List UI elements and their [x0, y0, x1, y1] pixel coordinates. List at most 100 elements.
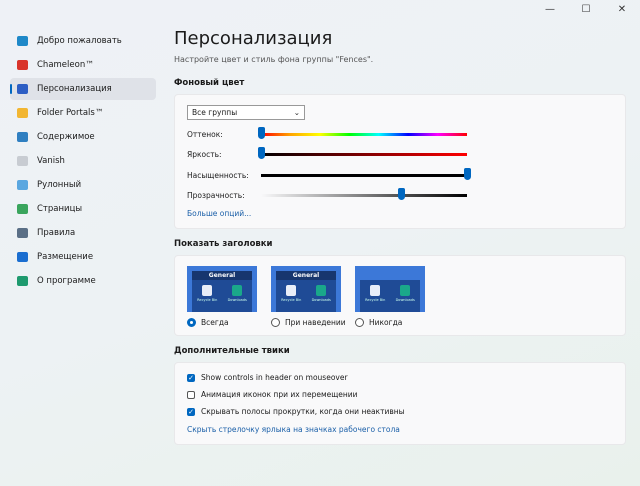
- slider-label: Насыщенность:: [187, 170, 249, 180]
- downloads-label: Downloads: [227, 298, 247, 302]
- header-radio[interactable]: Никогда: [355, 318, 439, 327]
- sidebar-item[interactable]: Содержимое: [10, 126, 156, 148]
- sidebar-item[interactable]: Персонализация: [10, 78, 156, 100]
- recycle-bin-icon: [370, 285, 380, 296]
- sidebar-item-label: Добро пожаловать: [37, 36, 122, 46]
- chevron-down-icon: ⌄: [293, 108, 300, 117]
- downloads-folder-icon: [316, 285, 326, 296]
- radio-label: При наведении: [285, 318, 346, 327]
- radio-label: Всегда: [201, 318, 229, 327]
- rollup-icon: [17, 180, 28, 190]
- sidebar-item[interactable]: О программе: [10, 270, 156, 292]
- content-icon: [17, 132, 28, 142]
- header-preview[interactable]: Recycle Bin Downloads: [355, 266, 425, 312]
- downloads-folder-icon: [232, 285, 242, 296]
- more-options-link[interactable]: Больше опций...: [187, 209, 252, 218]
- page-subtitle: Настройте цвет и стиль фона группы "Fenc…: [174, 55, 374, 64]
- user-icon: [17, 276, 28, 286]
- personalize-icon: [17, 84, 28, 94]
- filter-icon: [17, 228, 28, 238]
- slider-track[interactable]: [261, 167, 471, 180]
- downloads-label: Downloads: [395, 298, 415, 302]
- downloads-label: Downloads: [311, 298, 331, 302]
- sidebar-item-label: О программе: [37, 276, 96, 286]
- tweak-checkbox[interactable]: ✓ Скрывать полосы прокрутки, когда они не…: [187, 403, 613, 420]
- group-select[interactable]: Все группы ⌄: [187, 105, 305, 120]
- sidebar-item-label: Страницы: [37, 204, 83, 214]
- slider-thumb[interactable]: [258, 126, 265, 139]
- slider-row: Прозрачность:: [187, 186, 613, 207]
- slider-track[interactable]: [261, 188, 467, 201]
- slider-thumb[interactable]: [258, 147, 265, 160]
- placement-icon: [17, 252, 28, 262]
- slider-thumb[interactable]: [398, 188, 406, 201]
- slider-row: Яркость:: [187, 145, 613, 166]
- radio-icon: [271, 318, 280, 327]
- recycle-label: Recycle Bin: [365, 298, 386, 302]
- downloads-folder-icon: [400, 285, 410, 296]
- checkbox-icon: ✓: [187, 373, 195, 382]
- radio-label: Никогда: [369, 318, 403, 327]
- minimize-button[interactable]: —: [545, 3, 555, 15]
- sidebar-item-label: Vanish: [37, 156, 65, 166]
- radio-icon: [187, 318, 196, 327]
- recycle-bin-icon: [202, 285, 212, 296]
- sidebar-item-label: Персонализация: [37, 84, 112, 94]
- section-heading-bg: Фоновый цвет: [174, 78, 245, 88]
- recycle-bin-icon: [286, 285, 296, 296]
- window-controls: — ☐ ✕: [532, 0, 640, 18]
- slider-track[interactable]: [258, 147, 467, 160]
- sidebar-item[interactable]: Правила: [10, 222, 156, 244]
- sidebar-item[interactable]: Vanish: [10, 150, 156, 172]
- bg-color-card: Все группы ⌄ Оттенок: Яркость: Насыщенность…: [174, 94, 626, 229]
- sidebar-item-label: Содержимое: [37, 132, 95, 142]
- section-heading-headers: Показать заголовки: [174, 239, 273, 249]
- sidebar-item[interactable]: Добро пожаловать: [10, 30, 156, 52]
- close-button[interactable]: ✕: [617, 3, 627, 15]
- header-preview[interactable]: General Recycle Bin Downloads: [271, 266, 341, 312]
- slider-row: Насыщенность:: [187, 165, 613, 186]
- sidebar-item[interactable]: Chameleon™: [10, 54, 156, 76]
- main-content: Персонализация Настройте цвет и стиль фо…: [174, 28, 626, 455]
- sidebar-item[interactable]: Рулонный: [10, 174, 156, 196]
- sidebar-item-label: Folder Portals™: [37, 108, 104, 118]
- section-heading-tweaks: Дополнительные твики: [174, 346, 290, 356]
- slider-row: Оттенок:: [187, 124, 613, 145]
- tweaks-card: ✓ Show controls in header on mouseover Ани…: [174, 362, 626, 445]
- sidebar-item[interactable]: Размещение: [10, 246, 156, 268]
- slider-thumb[interactable]: [464, 167, 471, 180]
- fence-title: General: [276, 271, 336, 280]
- slider-label: Яркость:: [187, 150, 222, 160]
- sidebar-item[interactable]: Folder Portals™: [10, 102, 156, 124]
- pages-icon: [17, 204, 28, 214]
- headers-card: General Recycle Bin Downloads General Recycl…: [174, 255, 626, 336]
- fence-title: General: [192, 271, 252, 280]
- sidebar-item-label: Правила: [37, 228, 76, 238]
- checkbox-label: Скрывать полосы прокрутки, когда они неа…: [201, 407, 405, 416]
- checkbox-label: Анимация иконок при их перемещении: [201, 390, 358, 399]
- checkbox-label: Show controls in header on mouseover: [201, 373, 348, 382]
- radio-icon: [355, 318, 364, 327]
- slider-label: Оттенок:: [187, 129, 223, 139]
- folder-icon: [17, 108, 28, 118]
- slider-track[interactable]: [258, 126, 467, 139]
- vanish-icon: [17, 156, 28, 166]
- page-title: Персонализация: [174, 28, 333, 49]
- chameleon-icon: [17, 60, 28, 70]
- tweak-checkbox[interactable]: Анимация иконок при их перемещении: [187, 386, 613, 403]
- tweak-checkbox[interactable]: ✓ Show controls in header on mouseover: [187, 369, 613, 386]
- checkbox-icon: [187, 390, 195, 399]
- monitor-icon: [17, 36, 28, 46]
- sidebar-item-label: Размещение: [37, 252, 94, 262]
- group-select-value: Все группы: [192, 108, 238, 117]
- slider-label: Прозрачность:: [187, 191, 245, 201]
- sidebar-item-label: Рулонный: [37, 180, 82, 190]
- header-radio[interactable]: При наведении: [271, 318, 355, 327]
- header-preview[interactable]: General Recycle Bin Downloads: [187, 266, 257, 312]
- recycle-label: Recycle Bin: [281, 298, 302, 302]
- header-radio[interactable]: Всегда: [187, 318, 271, 327]
- sidebar-item[interactable]: Страницы: [10, 198, 156, 220]
- hide-shortcut-arrow-link[interactable]: Скрыть стрелочку ярлыка на значках рабоч…: [187, 425, 400, 434]
- recycle-label: Recycle Bin: [197, 298, 218, 302]
- maximize-button[interactable]: ☐: [581, 3, 591, 15]
